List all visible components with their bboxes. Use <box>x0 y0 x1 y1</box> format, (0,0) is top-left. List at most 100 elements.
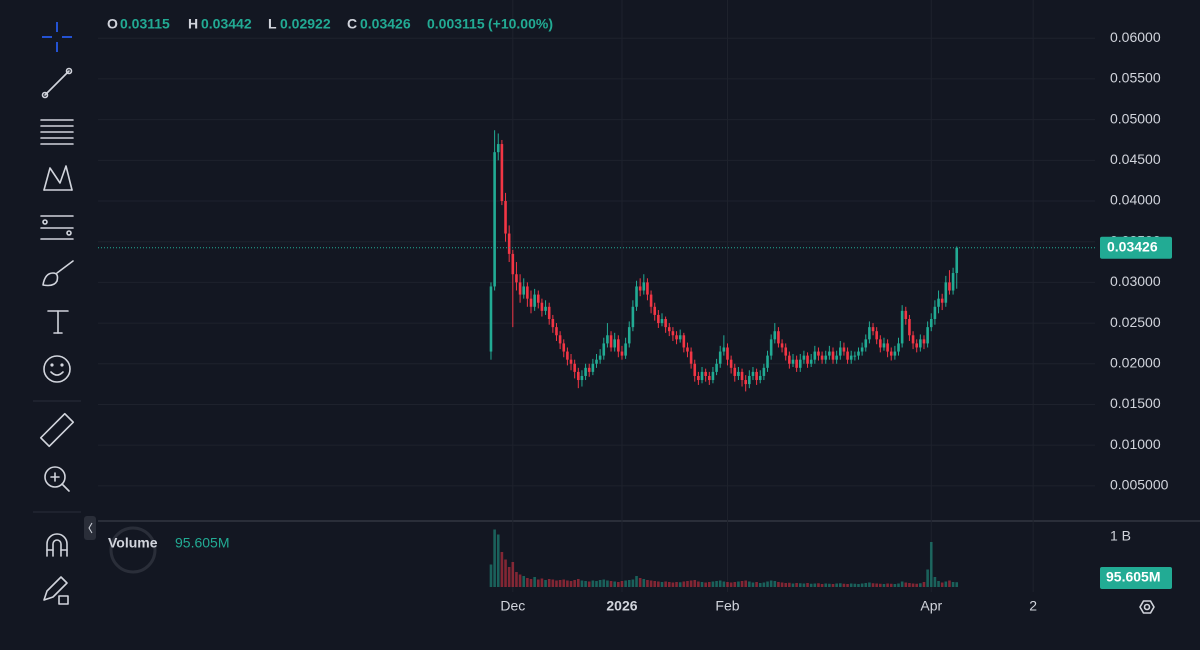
candle-body <box>857 351 860 356</box>
volume-bar <box>522 576 526 587</box>
volume-bar <box>667 582 671 587</box>
candle-body <box>613 339 616 348</box>
y-tick-label: 0.01000 <box>1110 436 1161 452</box>
volume-bar <box>682 581 686 587</box>
volume-bar <box>689 580 693 587</box>
volume-bar <box>624 580 627 587</box>
volume-bar <box>558 580 562 587</box>
candle-body <box>660 318 664 324</box>
candle-body <box>886 343 889 352</box>
volume-bar <box>704 582 707 587</box>
ruler-tool[interactable] <box>39 412 75 448</box>
volume-bar <box>831 584 835 587</box>
volume-bar <box>868 582 871 587</box>
candle-body <box>726 347 729 360</box>
volume-legend-value: 95.605M <box>175 535 229 551</box>
candle-body <box>868 327 871 340</box>
candle-body <box>951 273 955 291</box>
volume-bar <box>595 581 598 587</box>
candle-body <box>689 351 693 364</box>
settings-button[interactable] <box>1139 600 1155 614</box>
volume-bar <box>649 580 653 587</box>
volume-bar <box>846 584 849 587</box>
candle-body <box>558 335 562 344</box>
magnet-tool[interactable] <box>46 533 68 557</box>
close-value: 0.03426 <box>360 16 411 32</box>
candle-body <box>919 339 922 348</box>
volume-bar <box>587 581 591 587</box>
close-letter: C <box>347 16 357 32</box>
candle-body <box>882 343 886 348</box>
candle-body <box>569 359 573 364</box>
volume-bar <box>758 583 762 587</box>
volume-bar <box>835 583 838 587</box>
x-tick-label: Feb <box>715 598 739 614</box>
volume-bar <box>515 572 518 587</box>
candle-body <box>649 294 653 307</box>
volume-bar <box>693 580 697 587</box>
candle-body <box>500 144 504 202</box>
y-tick-label: 0.02500 <box>1110 314 1161 330</box>
volume-bar <box>788 582 791 587</box>
candle-body <box>511 253 515 275</box>
candle-body <box>617 339 620 352</box>
volume-bar <box>544 580 547 587</box>
text-tool[interactable] <box>47 310 69 334</box>
candle-body <box>955 247 959 274</box>
candle-body <box>580 375 584 381</box>
high-value: 0.03442 <box>201 16 252 32</box>
volume-bar <box>871 583 875 587</box>
volume-bar <box>919 583 922 587</box>
candle-body <box>806 355 809 364</box>
volume-bar <box>769 580 773 587</box>
candle-body <box>740 371 744 381</box>
volume-bar <box>904 582 908 587</box>
lock-drawings-tool[interactable] <box>43 576 69 605</box>
collapse-icon <box>88 522 93 534</box>
forecast-tool[interactable] <box>40 215 74 240</box>
volume-bar <box>948 580 951 587</box>
trend-line-tool[interactable] <box>41 67 73 99</box>
zoom-tool[interactable] <box>44 466 70 492</box>
volume-bar <box>908 583 911 587</box>
candle-body <box>515 274 518 283</box>
volume-bar <box>755 582 758 587</box>
volume-bar <box>609 581 613 587</box>
candle-body <box>682 335 686 348</box>
candle-body <box>697 375 700 381</box>
candle-body <box>678 335 682 340</box>
volume-bar <box>733 582 737 587</box>
candle-body <box>788 355 791 364</box>
last-volume-label: 95.605M <box>1106 569 1160 585</box>
collapse-toolbar-button[interactable] <box>84 516 96 540</box>
crosshair-tool[interactable] <box>42 22 72 52</box>
candle-body <box>642 282 646 291</box>
grid <box>98 0 1095 592</box>
brush-tool[interactable] <box>42 260 74 287</box>
volume-bar <box>838 583 842 587</box>
candle-body <box>504 201 507 234</box>
candle-body <box>573 363 576 372</box>
candle-body <box>795 359 798 368</box>
candle-body <box>838 347 842 356</box>
y-tick-label: 0.03000 <box>1110 273 1161 289</box>
change-percent: (+10.00%) <box>488 16 553 32</box>
candle-body <box>922 339 926 344</box>
candle-body <box>875 331 878 340</box>
candle-body <box>536 294 540 303</box>
volume-bar <box>518 574 522 587</box>
volume-bar <box>857 584 860 587</box>
fib-tool[interactable] <box>40 119 74 145</box>
candle-body <box>704 371 707 376</box>
candle-body <box>798 359 802 368</box>
emoji-tool[interactable] <box>43 355 71 383</box>
y-tick-label: 0.06000 <box>1110 29 1161 45</box>
candle-body <box>897 343 900 352</box>
volume-bar <box>551 579 555 587</box>
candle-body <box>871 327 875 332</box>
volume-bar <box>933 577 937 587</box>
volume-bar <box>944 581 948 587</box>
candle-body <box>638 286 642 291</box>
volume-bar <box>504 559 507 587</box>
pattern-tool[interactable] <box>43 165 73 191</box>
